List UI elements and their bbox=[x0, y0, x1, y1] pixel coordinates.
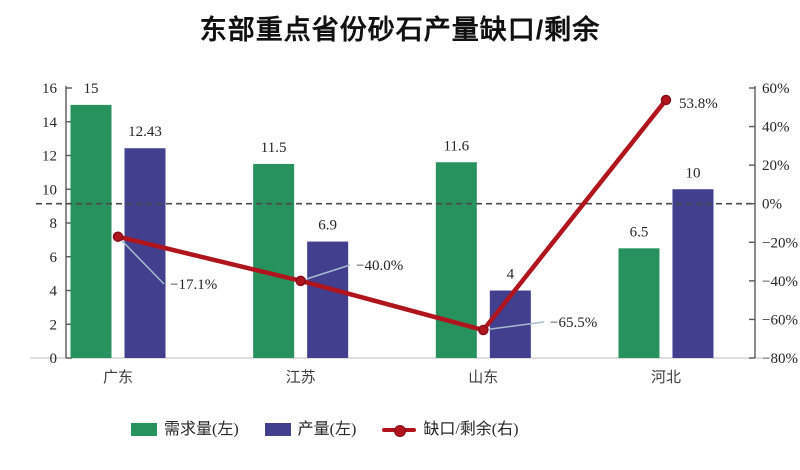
bar-value-label: 4 bbox=[507, 267, 515, 283]
legend-label: 产量(左) bbox=[297, 421, 357, 438]
x-axis-category-label: 江苏 bbox=[286, 369, 316, 386]
line-value-label: −17.1% bbox=[170, 277, 217, 293]
y-axis-left-tick-label: 10 bbox=[42, 182, 57, 198]
bar-value-label: 12.43 bbox=[128, 124, 162, 140]
y-axis-right-tick-label: 0% bbox=[762, 197, 782, 213]
annotation-leader-line bbox=[117, 236, 165, 285]
bar-0-1 bbox=[253, 163, 295, 358]
bar-value-label: 15 bbox=[84, 81, 99, 97]
legend-swatch-bar bbox=[131, 423, 157, 436]
y-axis-right-tick-label: −40% bbox=[762, 274, 798, 290]
y-axis-right-tick-label: 20% bbox=[762, 158, 790, 174]
bar-value-label: 11.6 bbox=[443, 138, 469, 154]
y-axis-left-tick-label: 16 bbox=[42, 81, 58, 97]
legend: 需求量(左) 产量(左) 缺口/剩余(右) bbox=[131, 421, 519, 438]
y-axis-left-tick-label: 2 bbox=[50, 317, 58, 333]
legend-item-1: 产量(左) bbox=[264, 421, 357, 438]
y-axis-right-tick-label: −80% bbox=[762, 351, 798, 367]
bar-0-3 bbox=[618, 248, 660, 358]
line-value-label: 53.8% bbox=[679, 96, 718, 112]
y-axis-left-tick-label: 12 bbox=[42, 149, 57, 165]
line-point-marker-3 bbox=[660, 94, 672, 106]
line-point-marker-0 bbox=[112, 231, 124, 242]
x-axis-category-label: 广东 bbox=[103, 369, 133, 386]
line-point-marker-2 bbox=[478, 324, 489, 336]
x-axis-category-label: 河北 bbox=[651, 369, 681, 386]
y-axis-left-tick-label: 8 bbox=[50, 216, 58, 232]
bar-value-label: 11.5 bbox=[261, 140, 287, 156]
y-axis-right-tick-label: 40% bbox=[762, 120, 790, 136]
gap-surplus-line bbox=[115, 97, 669, 333]
bar-1-3 bbox=[672, 189, 714, 358]
legend-item-0: 需求量(左) bbox=[131, 421, 239, 438]
chart-title: 东部重点省份砂石产量缺口/剩余 bbox=[199, 15, 601, 45]
legend-label: 需求量(左) bbox=[164, 421, 239, 438]
y-axis-right-tick-label: −20% bbox=[762, 235, 798, 251]
legend-swatch-bar bbox=[264, 423, 291, 436]
x-axis-category-label: 山东 bbox=[468, 369, 498, 386]
y-axis-left-tick-label: 6 bbox=[50, 250, 58, 266]
bar-1-0 bbox=[124, 148, 166, 358]
bar-value-label: 10 bbox=[685, 165, 700, 181]
legend-label: 缺口/剩余(右) bbox=[423, 421, 519, 438]
y-axis-left-tick-label: 0 bbox=[50, 351, 58, 367]
legend-item-2: 缺口/剩余(右) bbox=[382, 421, 519, 438]
y-axis-right-tick-label: 60% bbox=[762, 81, 790, 97]
legend-line-marker bbox=[394, 425, 407, 437]
bar-value-label: 6.9 bbox=[318, 218, 337, 234]
line-value-label: −40.0% bbox=[356, 258, 403, 274]
bar-value-label: 6.5 bbox=[630, 224, 649, 240]
line-value-label: −65.5% bbox=[550, 315, 597, 331]
bar-0-0 bbox=[70, 104, 112, 358]
y-axis-left-tick-label: 14 bbox=[42, 115, 58, 131]
bar-1-1 bbox=[307, 241, 349, 358]
line-point-marker-1 bbox=[295, 275, 306, 287]
y-axis-right-tick-label: −60% bbox=[762, 312, 798, 328]
legend-swatch-line bbox=[382, 423, 417, 437]
annotation-leader-line bbox=[483, 321, 545, 331]
y-axis-left-tick-label: 4 bbox=[50, 284, 58, 300]
annotation-leader-line bbox=[300, 264, 351, 282]
